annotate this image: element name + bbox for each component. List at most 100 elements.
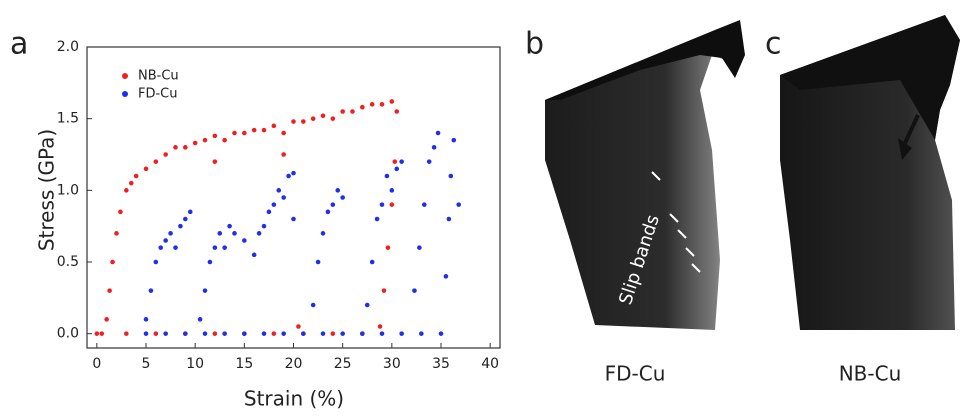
point <box>456 202 462 207</box>
point <box>389 202 395 207</box>
point <box>183 331 188 336</box>
point <box>192 140 198 146</box>
legend-marker <box>122 73 128 79</box>
y-tick-label: 1.0 <box>57 182 79 198</box>
plot-frame <box>86 46 501 349</box>
point <box>183 216 188 222</box>
y-axis-label: Stress (GPa) <box>35 129 59 251</box>
point <box>158 245 164 250</box>
point <box>163 152 168 157</box>
micrograph-c <box>780 15 960 330</box>
y-tick-label: 1.5 <box>57 111 79 127</box>
point <box>389 188 395 193</box>
legend-marker <box>122 91 128 97</box>
y-tick-label: 0.5 <box>57 254 79 270</box>
point <box>197 317 203 322</box>
point <box>394 109 400 114</box>
point <box>330 116 336 121</box>
point <box>242 331 247 336</box>
point <box>256 231 262 236</box>
x-tick-label: 30 <box>383 356 401 372</box>
point <box>281 195 286 200</box>
point <box>374 216 380 222</box>
point <box>212 331 218 336</box>
point <box>301 331 306 336</box>
point <box>385 245 391 250</box>
point <box>438 331 444 336</box>
point <box>399 159 404 164</box>
point <box>392 159 398 164</box>
point <box>379 102 385 107</box>
point <box>291 216 296 222</box>
point <box>291 119 296 124</box>
point <box>369 102 375 107</box>
point <box>335 188 341 193</box>
point <box>173 145 178 150</box>
legend-label: NB-Cu <box>138 69 179 84</box>
x-tick-label: 5 <box>142 356 151 372</box>
y-tick-label: 2.0 <box>57 39 79 55</box>
x-tick-label: 35 <box>432 356 450 372</box>
point <box>286 173 291 179</box>
point <box>320 331 326 336</box>
point <box>276 188 282 193</box>
caption: NB-Cu <box>839 362 902 386</box>
point <box>143 166 149 172</box>
point <box>419 331 424 336</box>
point <box>281 331 286 336</box>
point <box>212 133 218 139</box>
x-tick-label: 0 <box>92 356 101 372</box>
point <box>301 119 306 124</box>
point <box>148 288 154 293</box>
point <box>330 202 336 207</box>
point <box>435 130 441 136</box>
point <box>443 274 449 279</box>
point <box>271 123 277 129</box>
point <box>291 170 296 176</box>
point <box>421 202 427 207</box>
point <box>232 130 237 136</box>
point <box>310 116 316 121</box>
point <box>99 331 105 336</box>
point <box>173 245 178 250</box>
point <box>281 152 286 157</box>
point <box>163 238 168 243</box>
point <box>412 288 417 293</box>
point <box>350 109 355 114</box>
point <box>143 317 149 322</box>
point <box>364 302 370 308</box>
point <box>251 252 257 258</box>
point <box>389 99 395 104</box>
point <box>369 259 375 265</box>
panel-label: b <box>525 27 544 62</box>
point <box>212 159 218 164</box>
point <box>379 331 385 336</box>
point <box>360 104 365 110</box>
point <box>446 216 452 222</box>
x-tick-label: 15 <box>235 356 253 372</box>
point <box>242 130 247 136</box>
y-tick-label: 0.0 <box>57 326 79 342</box>
point <box>107 288 112 293</box>
point <box>222 245 227 250</box>
point <box>202 137 208 143</box>
point <box>202 331 208 336</box>
point <box>124 188 129 193</box>
point <box>340 195 345 200</box>
point <box>320 113 326 119</box>
x-tick-label: 10 <box>186 356 204 372</box>
point <box>163 331 168 336</box>
point <box>153 159 159 164</box>
caption: FD-Cu <box>605 362 666 386</box>
point <box>448 173 454 179</box>
point <box>153 259 159 265</box>
point <box>381 288 387 293</box>
point <box>153 331 159 336</box>
point <box>340 109 345 114</box>
point <box>384 173 390 179</box>
micrograph-b: Slip bands <box>545 20 745 330</box>
point <box>431 145 437 150</box>
point <box>379 202 385 207</box>
point <box>222 137 227 143</box>
